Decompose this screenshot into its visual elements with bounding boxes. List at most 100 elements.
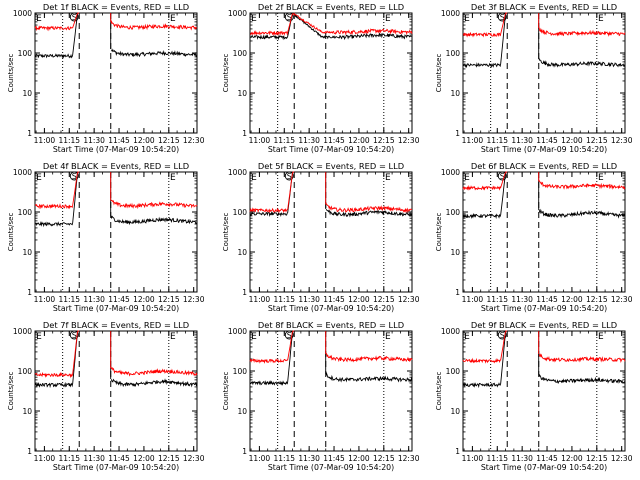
y-tick-label: 1 [242, 447, 247, 456]
y-tick-label: 1 [455, 129, 460, 138]
x-tick-label: 12:00 [133, 454, 155, 463]
y-tick-label: 100 [446, 367, 461, 376]
start-marker-label: S [500, 13, 505, 22]
x-tick-label: 12:15 [158, 454, 180, 463]
y-tick-label: 10 [22, 407, 32, 416]
x-tick-label: 11:00 [462, 454, 484, 463]
x-axis-label: Start Time (07-Mar-09 10:54:20) [53, 463, 179, 472]
start-marker-circle [284, 330, 294, 340]
x-tick-label: 12:30 [611, 136, 633, 145]
x-tick-label: 11:30 [298, 295, 320, 304]
y-tick-label: 10 [237, 248, 247, 257]
x-axis-label: Start Time (07-Mar-09 10:54:20) [268, 145, 394, 154]
x-tick-label: 12:15 [373, 295, 395, 304]
x-axis-label: Start Time (07-Mar-09 10:54:20) [53, 304, 179, 313]
end-marker-label: E [170, 14, 176, 24]
start-marker-label: S [72, 331, 77, 340]
start-marker-label: S [287, 172, 292, 181]
x-tick-label: 12:30 [183, 295, 205, 304]
series-lld [249, 330, 413, 364]
y-axis-label: Counts/sec [222, 54, 230, 93]
x-tick-label: 11:00 [249, 295, 271, 304]
x-tick-label: 12:15 [158, 295, 180, 304]
plot-frame [462, 171, 626, 293]
y-tick-label: 1000 [13, 9, 32, 18]
series-lld [34, 330, 198, 379]
x-axis-label: Start Time (07-Mar-09 10:54:20) [53, 145, 179, 154]
plot-frame [34, 330, 198, 452]
y-tick-label: 1000 [13, 327, 32, 336]
y-tick-label: 1 [27, 447, 32, 456]
x-tick-label: 11:45 [536, 136, 558, 145]
x-axis-label: Start Time (07-Mar-09 10:54:20) [481, 145, 607, 154]
x-tick-label: 11:45 [108, 136, 130, 145]
x-tick-label: 12:30 [611, 295, 633, 304]
x-tick-label: 12:00 [348, 295, 370, 304]
y-tick-label: 1000 [441, 9, 460, 18]
y-tick-label: 100 [18, 208, 33, 217]
plot-frame [462, 12, 626, 134]
x-tick-label: 12:30 [183, 136, 205, 145]
y-tick-label: 100 [446, 49, 461, 58]
x-tick-label: 12:30 [398, 295, 420, 304]
start-marker-label: S [287, 331, 292, 340]
x-axis-label: Start Time (07-Mar-09 10:54:20) [481, 463, 607, 472]
x-tick-label: 11:00 [462, 295, 484, 304]
panel-title: Det 5f BLACK = Events, RED = LLD [258, 161, 404, 171]
x-tick-label: 12:15 [373, 454, 395, 463]
panel-det-3: Det 3f BLACK = Events, RED = LLD 1 10 100 10… [435, 2, 633, 154]
end-marker-label: E [385, 14, 391, 24]
panel-det-1: Det 1f BLACK = Events, RED = LLD 1 10 100 10… [7, 2, 205, 154]
x-tick-label: 12:00 [348, 454, 370, 463]
y-axis-label: Counts/sec [435, 213, 443, 252]
y-tick-label: 1000 [228, 168, 247, 177]
x-tick-label: 11:45 [323, 136, 345, 145]
series-events [249, 12, 413, 41]
y-tick-label: 1 [455, 447, 460, 456]
y-tick-label: 1000 [228, 9, 247, 18]
x-tick-label: 12:00 [348, 136, 370, 145]
x-tick-label: 11:15 [486, 136, 508, 145]
series-lld [249, 171, 413, 214]
x-tick-label: 11:30 [511, 136, 533, 145]
x-tick-label: 12:15 [158, 136, 180, 145]
end-marker-label: E [598, 14, 604, 24]
y-tick-label: 1000 [228, 327, 247, 336]
series-lld [34, 171, 198, 210]
x-tick-label: 12:15 [586, 136, 608, 145]
end-marker-label: E [385, 173, 391, 183]
x-tick-label: 11:30 [511, 295, 533, 304]
x-tick-label: 11:45 [108, 295, 130, 304]
start-marker-label: S [500, 331, 505, 340]
y-tick-label: 10 [22, 248, 32, 257]
panel-title: Det 6f BLACK = Events, RED = LLD [471, 161, 617, 171]
start-marker-circle [69, 12, 79, 22]
start-marker-label: S [287, 13, 292, 22]
y-tick-label: 1 [242, 129, 247, 138]
panel-title: Det 4f BLACK = Events, RED = LLD [43, 161, 189, 171]
left-marker-label: E [251, 173, 257, 183]
x-tick-label: 11:00 [249, 454, 271, 463]
start-marker-circle [69, 330, 79, 340]
y-tick-label: 10 [450, 248, 460, 257]
y-tick-label: 100 [233, 367, 248, 376]
left-marker-label: E [251, 332, 257, 342]
end-marker-label: E [170, 332, 176, 342]
series-lld [462, 330, 626, 364]
y-tick-label: 100 [233, 208, 248, 217]
left-marker-label: E [36, 332, 42, 342]
x-tick-label: 11:15 [273, 454, 295, 463]
x-tick-label: 11:00 [34, 295, 56, 304]
end-marker-label: E [170, 173, 176, 183]
x-tick-label: 11:30 [83, 295, 105, 304]
left-marker-label: E [36, 14, 42, 24]
start-marker-circle [497, 171, 507, 181]
y-axis-label: Counts/sec [7, 372, 15, 411]
x-tick-label: 11:00 [462, 136, 484, 145]
plot-frame [249, 12, 413, 134]
y-tick-label: 100 [18, 49, 33, 58]
x-tick-label: 12:15 [586, 295, 608, 304]
plot-frame [34, 12, 198, 134]
series-lld [34, 12, 198, 32]
